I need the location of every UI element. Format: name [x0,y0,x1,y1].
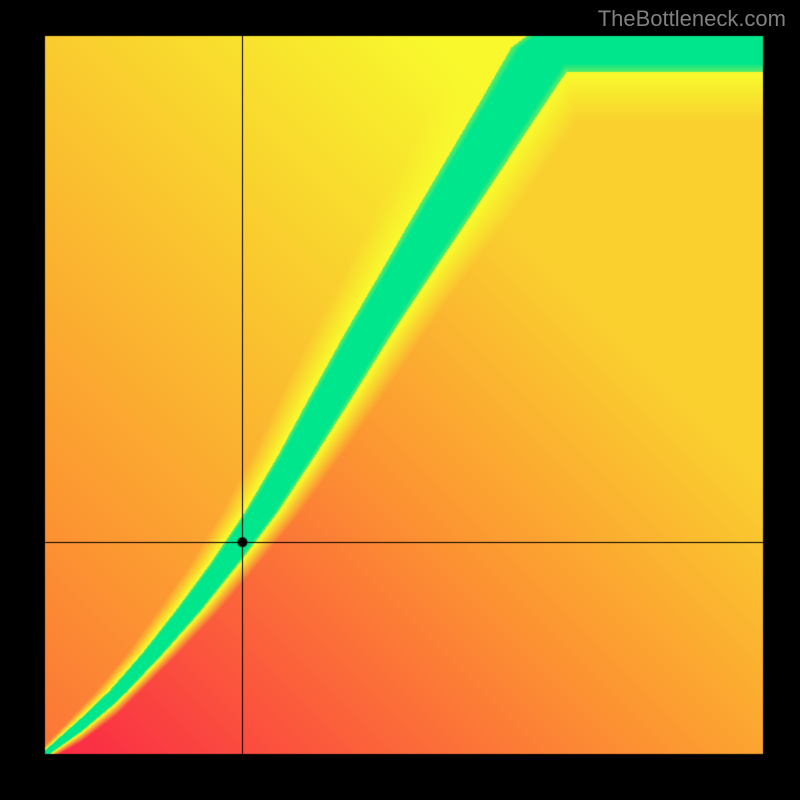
watermark-text: TheBottleneck.com [598,6,786,32]
chart-container: TheBottleneck.com [0,0,800,800]
heatmap-canvas [0,0,800,800]
